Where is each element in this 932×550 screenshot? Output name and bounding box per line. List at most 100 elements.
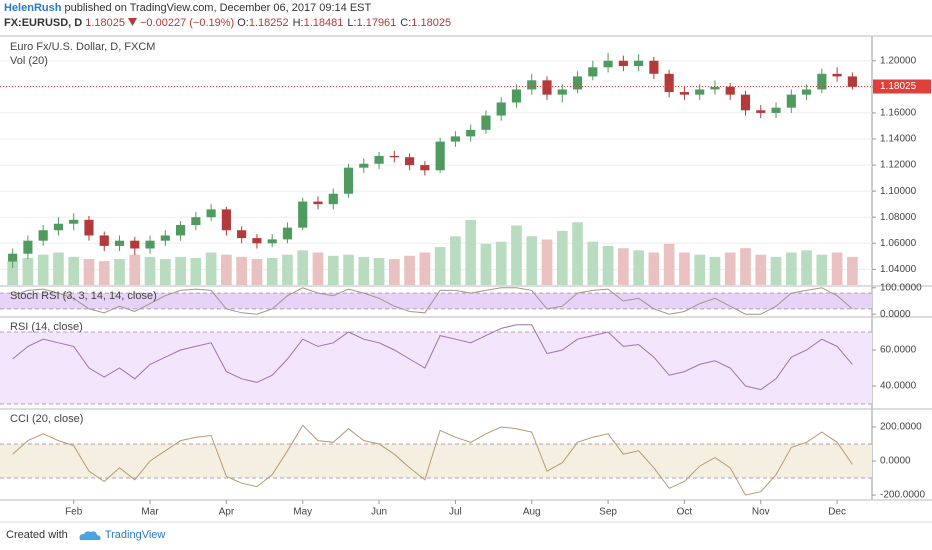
candle-body <box>114 240 125 246</box>
x-tick-label: Aug <box>523 507 541 518</box>
created-with: Created with <box>6 529 68 541</box>
candle-body <box>649 60 659 74</box>
candle-body <box>527 80 537 90</box>
candle-body <box>389 155 399 158</box>
ohlc-value: 1.17961 <box>356 17 397 29</box>
x-tick-label: May <box>293 507 312 518</box>
brand[interactable]: TradingView <box>104 529 166 541</box>
indicator-line <box>12 324 853 391</box>
candle-body <box>23 240 33 254</box>
volume-bar <box>480 243 492 285</box>
volume-bar <box>847 256 858 285</box>
x-tick-label: Dec <box>828 507 846 518</box>
x-tick-label: Sep <box>599 507 617 518</box>
ohlc: O:1.18252 H:1.18481 L:1.17961 C:1.18025 <box>237 17 455 29</box>
candle-body <box>496 102 506 116</box>
candle-body <box>343 167 354 194</box>
indicator-title: RSI (14, close) <box>10 321 83 333</box>
candle-body <box>374 155 384 164</box>
volume-bar <box>602 246 614 285</box>
y-tick-label: 1.14000 <box>880 134 917 145</box>
volume-bar <box>37 254 49 285</box>
y-tick-label: 1.04000 <box>880 264 917 275</box>
volume-bar <box>465 220 477 285</box>
candle-body <box>282 227 293 240</box>
volume-bar <box>312 252 324 285</box>
ohlc-label: C: <box>400 17 412 29</box>
volume-bar <box>343 254 354 285</box>
volume-bar <box>221 254 232 285</box>
candle-body <box>420 165 430 171</box>
volume-bar <box>648 252 660 285</box>
candle-body <box>69 219 79 224</box>
volume-bar <box>724 252 736 285</box>
volume-bar <box>373 257 385 285</box>
volume-bar <box>282 254 293 285</box>
volume-bar <box>511 225 522 285</box>
candle-body <box>679 92 689 95</box>
y-tick-label: 0.0000 <box>880 309 911 320</box>
volume-title: Vol (20) <box>10 55 48 67</box>
y-tick-label: 1.20000 <box>880 55 917 66</box>
candle-body <box>450 136 460 142</box>
down-arrow <box>128 18 137 26</box>
volume-bar <box>526 236 538 285</box>
ohlc-label: O: <box>237 17 249 29</box>
volume-bar <box>770 256 782 285</box>
candle-body <box>740 94 751 111</box>
candle-body <box>786 94 796 108</box>
candle-body <box>405 157 415 166</box>
ohlc-value: 1.18025 <box>411 17 452 29</box>
y-tick-label: 60.0000 <box>880 345 917 356</box>
volume-bar <box>755 254 767 285</box>
candle-body <box>359 163 369 168</box>
candle-body <box>267 239 277 244</box>
volume-bar <box>297 250 309 285</box>
y-tick-label: 1.06000 <box>880 238 917 249</box>
candle-body <box>557 89 567 95</box>
volume-bar <box>83 259 95 285</box>
symbol-line: FX:EURUSD, D 1.18025 −0.00227 (−0.19%) O:1.… <box>4 17 458 29</box>
last-price-box <box>873 79 931 94</box>
volume-bar <box>251 259 263 285</box>
candle-body <box>695 89 705 95</box>
volume-bar <box>816 254 828 285</box>
candle-body <box>313 201 323 205</box>
volume-bar <box>450 236 461 285</box>
candle-body <box>725 86 735 95</box>
candle-body <box>771 107 781 113</box>
volume-bar <box>327 255 339 285</box>
candle-body <box>221 209 231 231</box>
candle-body <box>435 141 445 171</box>
x-tick-label: Apr <box>219 507 235 518</box>
candle-body <box>588 67 598 77</box>
candle-body <box>160 235 170 241</box>
candle-body <box>511 89 522 103</box>
volume-bar <box>801 250 812 285</box>
published: published on TradingView.com, December 0… <box>64 2 372 14</box>
ohlc-label: L: <box>347 17 357 29</box>
volume-bar <box>679 252 690 285</box>
author[interactable]: HelenRush <box>4 2 62 14</box>
candle-body <box>847 76 857 87</box>
candle-body <box>756 110 766 113</box>
candle-body <box>191 217 201 226</box>
volume-bar <box>740 248 751 285</box>
candle-body <box>832 73 842 77</box>
candle-body <box>572 76 583 90</box>
price: 1.18025 <box>85 17 125 29</box>
volume-bar <box>663 243 675 285</box>
volume-bar <box>587 241 599 285</box>
last-price-label: 1.18025 <box>880 81 917 92</box>
candle-body <box>618 60 628 66</box>
candle-body <box>603 60 613 68</box>
candle-body <box>481 115 491 130</box>
volume-bar <box>68 256 80 285</box>
ohlc-value: 1.18252 <box>248 17 289 29</box>
volume-bar <box>419 252 431 285</box>
volume-bar <box>495 241 507 285</box>
candle-body <box>817 73 827 90</box>
candle-body <box>8 253 18 262</box>
footer: Created with TradingView <box>6 529 165 541</box>
x-tick-label: Jul <box>449 507 462 518</box>
